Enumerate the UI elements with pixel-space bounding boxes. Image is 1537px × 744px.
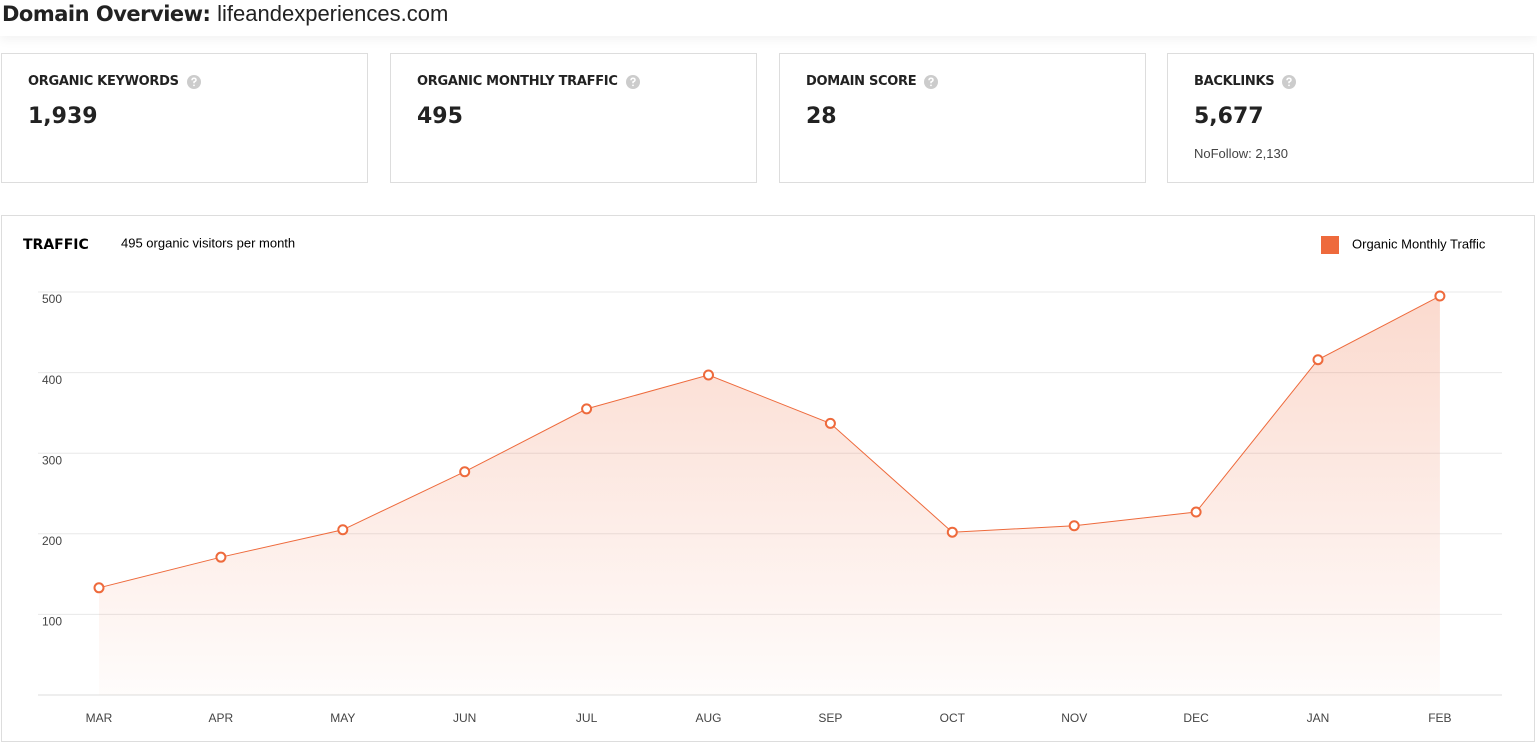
help-icon-dot	[930, 84, 933, 86]
help-icon	[625, 74, 640, 89]
help-icon	[924, 74, 939, 89]
stat-card: ORGANIC KEYWORDS 1,939	[1, 53, 368, 183]
stat-card: BACKLINKS 5,677 NoFollow: 2,130	[1167, 53, 1534, 183]
x-tick-label: NOV	[1061, 711, 1087, 725]
help-icon-glyph	[190, 77, 197, 83]
chart-title: TRAFFIC	[23, 237, 89, 253]
point	[703, 369, 714, 381]
card-value: 1,939	[28, 104, 98, 129]
chart: TRAFFIC 495 organic visitors per month 1…	[23, 235, 1502, 725]
help-icon-dot	[1288, 84, 1291, 86]
help-icon	[186, 74, 201, 89]
legend-swatch	[1321, 236, 1339, 254]
point	[93, 582, 105, 594]
y-tick-label: 100	[42, 615, 62, 629]
x-tick-label: OCT	[940, 711, 966, 725]
card-label: BACKLINKS	[1194, 74, 1275, 89]
y-tick-label: 400	[42, 373, 62, 387]
line	[98, 295, 1441, 589]
x-tick-label: SEP	[818, 711, 842, 725]
y-tick-label: 200	[42, 534, 62, 548]
x-tick-label: JUN	[453, 711, 476, 725]
help-icon-glyph	[928, 77, 935, 83]
x-tick-label: MAY	[330, 711, 355, 725]
card-value: 495	[417, 104, 463, 129]
point	[581, 403, 593, 415]
help-icon-dot	[192, 84, 195, 86]
card-label: ORGANIC MONTHLY TRAFFIC	[417, 74, 618, 89]
header-domain: lifeandexperiences.com	[217, 1, 449, 26]
x-tick-label: MAR	[86, 711, 113, 725]
card-label-row: BACKLINKS	[1194, 74, 1297, 89]
stat-card: DOMAIN SCORE 28	[779, 53, 1146, 183]
point	[459, 466, 471, 478]
x-tick-label: DEC	[1183, 711, 1209, 725]
traffic-panel: TRAFFIC 495 organic visitors per month 1…	[1, 215, 1535, 742]
y-tick-label: 500	[42, 292, 62, 306]
point	[1434, 290, 1446, 302]
point	[337, 524, 349, 536]
point	[215, 551, 227, 563]
x-tick-label: JUL	[576, 711, 598, 725]
card-label-row: DOMAIN SCORE	[806, 74, 939, 89]
point	[1312, 354, 1324, 366]
x-tick-label: JAN	[1307, 711, 1330, 725]
help-icon-glyph	[629, 77, 636, 83]
header-title: Domain Overview:	[2, 2, 211, 26]
y-tick-label: 300	[42, 453, 62, 467]
card-note: NoFollow: 2,130	[1194, 146, 1288, 161]
card-value: 28	[806, 104, 837, 129]
help-icon-glyph	[1286, 77, 1293, 83]
x-tick-label: FEB	[1428, 711, 1451, 725]
help-icon	[1282, 74, 1297, 89]
point	[1190, 506, 1202, 518]
card-value: 5,677	[1194, 104, 1264, 129]
card-label-row: ORGANIC KEYWORDS	[28, 74, 201, 89]
card-label: DOMAIN SCORE	[806, 74, 917, 89]
x-tick-label: AUG	[695, 711, 721, 725]
point	[1068, 520, 1080, 532]
legend-label: Organic Monthly Traffic	[1352, 236, 1486, 251]
chart-subtitle: 495 organic visitors per month	[121, 235, 295, 250]
x-tick-label: APR	[209, 711, 234, 725]
card-label-row: ORGANIC MONTHLY TRAFFIC	[417, 74, 640, 89]
page-header: Domain Overview: lifeandexperiences.com	[2, 1, 448, 27]
point	[946, 526, 958, 538]
stat-card: ORGANIC MONTHLY TRAFFIC 495	[390, 53, 757, 183]
point	[824, 417, 836, 429]
help-icon-dot	[631, 84, 634, 86]
card-label: ORGANIC KEYWORDS	[28, 74, 179, 89]
area-fill	[99, 296, 1440, 695]
